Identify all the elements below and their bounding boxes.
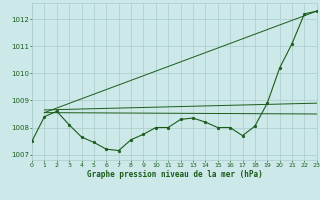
X-axis label: Graphe pression niveau de la mer (hPa): Graphe pression niveau de la mer (hPa) [86, 170, 262, 179]
